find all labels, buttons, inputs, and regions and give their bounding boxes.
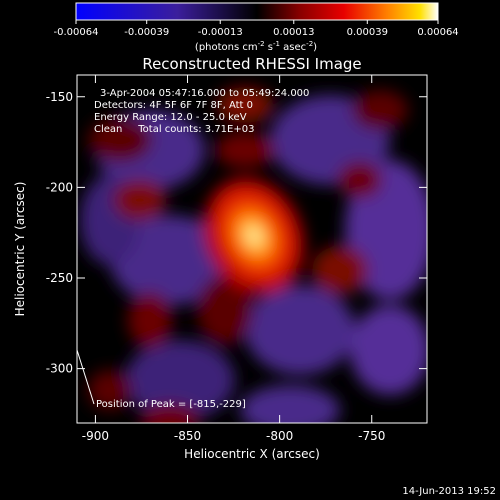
peak-pointer-line <box>76 349 95 405</box>
y-tick-label: -250 <box>46 271 73 285</box>
colorbar-unit-label: (photons cm-2 s-1 asec-2) <box>195 40 317 53</box>
x-tick-label: -850 <box>174 429 201 443</box>
x-tick-label: -750 <box>358 429 385 443</box>
colorbar-tick-label: 0.00013 <box>273 27 314 38</box>
annotations: 3-Apr-2004 05:47:16.000 to 05:49:24.000 … <box>94 88 309 135</box>
annotation-energy: Energy Range: 12.0 - 25.0 keV <box>94 112 247 123</box>
x-axis-label: Heliocentric X (arcsec) <box>184 447 320 461</box>
colorbar-tick-label: -0.00013 <box>198 27 243 38</box>
y-tick-label: -200 <box>46 180 73 194</box>
x-tick-label: -900 <box>82 429 109 443</box>
y-tick-label: -150 <box>46 90 73 104</box>
y-tick-label: -300 <box>46 362 73 376</box>
x-tick-label: -800 <box>266 429 293 443</box>
y-axis-label: Heliocentric Y (arcsec) <box>13 182 27 317</box>
colorbar-tick-label: -0.00064 <box>54 27 99 38</box>
colorbar-tick-label: 0.00064 <box>417 27 458 38</box>
colorbar-tick-label: 0.00039 <box>347 27 388 38</box>
annotation-time: 3-Apr-2004 05:47:16.000 to 05:49:24.000 <box>100 88 309 99</box>
peak-position-label: Position of Peak = [-815,-229] <box>96 399 246 410</box>
colorbar-ticks: -0.00064 -0.00039 -0.00013 0.00013 0.00039 0.… <box>54 20 459 38</box>
annotation-detectors: Detectors: 4F 5F 6F 7F 8F, Att 0 <box>94 100 253 111</box>
heatmap-image <box>77 75 427 423</box>
footer-timestamp: 14-Jun-2013 19:52 <box>402 486 496 497</box>
colorbar <box>75 2 439 21</box>
annotation-clean: Clean Total counts: 3.71E+03 <box>94 124 254 135</box>
axes: -900 -850 -800 -750 -150 -200 -250 -300 <box>46 75 427 443</box>
chart-title: Reconstructed RHESSI Image <box>142 55 361 73</box>
plot-frame <box>76 74 428 424</box>
colorbar-tick-label: -0.00039 <box>124 27 169 38</box>
